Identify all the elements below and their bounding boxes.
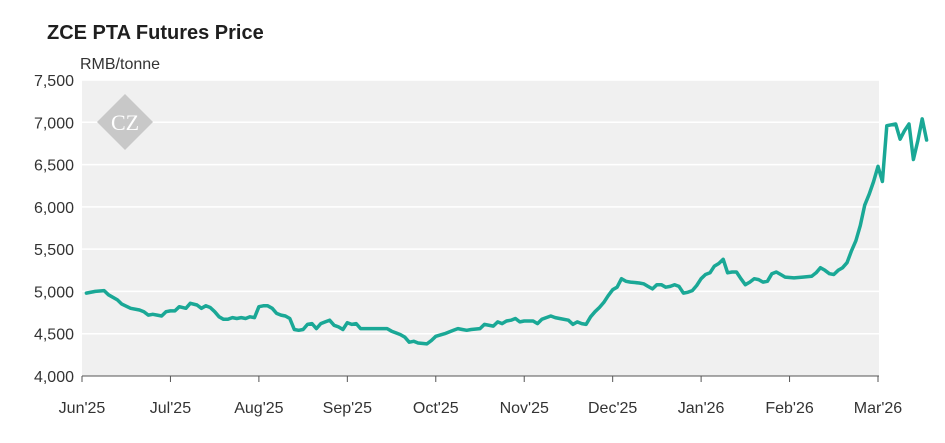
y-tick-label: 7,500 <box>34 73 74 90</box>
y-tick-label: 4,500 <box>34 327 74 344</box>
grid-lines <box>82 79 879 335</box>
watermark-logo: CZ <box>97 94 153 150</box>
x-tick-label: Sep'25 <box>323 400 372 417</box>
y-tick-label: 6,000 <box>34 200 74 217</box>
x-tick-label: Aug'25 <box>234 400 283 417</box>
x-tick-label: Feb'26 <box>765 400 814 417</box>
chart-title: ZCE PTA Futures Price <box>47 22 264 44</box>
x-tick-label: Jul'25 <box>150 400 191 417</box>
x-tick-label: Dec'25 <box>588 400 637 417</box>
x-tick-marks <box>81 376 879 382</box>
y-tick-label: 5,000 <box>34 284 74 301</box>
y-axis-unit-label: RMB/tonne <box>80 56 161 73</box>
x-tick-label: Nov'25 <box>500 400 549 417</box>
x-tick-labels: Jun'25 Jul'25 Aug'25 Sep'25 Oct'25 Nov'25 Dec'… <box>59 400 903 417</box>
logo-diamond <box>97 94 153 150</box>
y-tick-labels: 4,000 4,500 5,000 5,500 6,000 6,500 7,000 7,500 <box>34 73 74 386</box>
x-tick-label: Oct'25 <box>413 400 459 417</box>
y-tick-label: 7,000 <box>34 115 74 132</box>
y-tick-label: 4,000 <box>34 369 74 386</box>
x-tick-label: Jan'26 <box>678 400 725 417</box>
plot-background <box>82 80 879 376</box>
x-tick-label: Jun'25 <box>59 400 106 417</box>
y-tick-label: 6,500 <box>34 158 74 175</box>
logo-letters: CZ <box>111 110 139 135</box>
x-tick-label: Mar'26 <box>854 400 903 417</box>
price-line <box>84 117 929 346</box>
y-tick-label: 5,500 <box>34 242 74 259</box>
